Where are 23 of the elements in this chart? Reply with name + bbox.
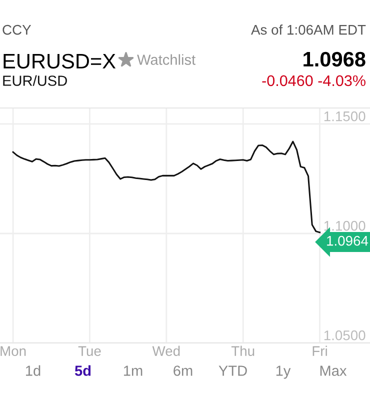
text: -0.0460 -4.03% xyxy=(262,75,366,86)
chart-subtitle: EUR/USD xyxy=(3,75,67,86)
text: 1m xyxy=(124,366,142,376)
text: 1y xyxy=(276,366,291,379)
x-tick-label: Thu xyxy=(231,346,254,356)
annotation: 1.0964 xyxy=(327,236,368,246)
text: 6m xyxy=(174,366,192,376)
text: As of 1:06AM EDT xyxy=(251,24,366,35)
text: 5d xyxy=(74,365,91,376)
y-tick-label: 1.1000 xyxy=(324,220,366,231)
x-tick-label: Mon xyxy=(0,346,26,356)
x-tick-label: Tue xyxy=(78,346,101,356)
text: Watchlist xyxy=(137,54,196,65)
text: Max xyxy=(320,366,347,376)
chart-title: EURUSD=X xyxy=(4,54,116,69)
y-tick-label: 1.1500 xyxy=(324,111,366,122)
text: 1.0968 xyxy=(304,52,366,67)
text: 1d xyxy=(26,365,40,376)
x-tick-label: Fri xyxy=(312,346,327,356)
text: YTD xyxy=(218,366,247,376)
y-tick-label: 1.0500 xyxy=(324,330,366,340)
x-tick-label: Wed xyxy=(152,346,180,356)
text: CCY xyxy=(2,24,32,35)
